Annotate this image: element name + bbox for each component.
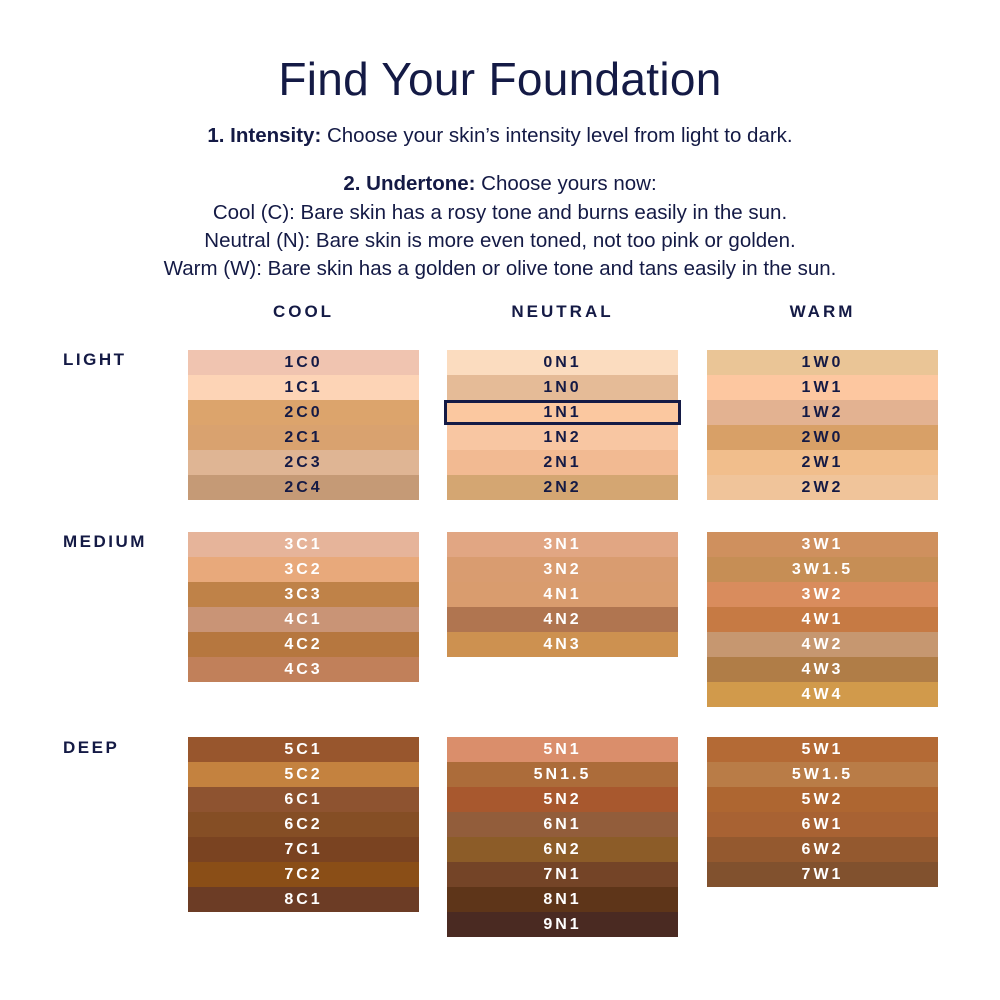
row-header-light: LIGHT [63, 350, 127, 369]
shade-swatch-6W1[interactable]: 6W1 [707, 812, 938, 837]
shade-swatch-0N1[interactable]: 0N1 [447, 350, 678, 375]
medium-cool-shades: 3C1 3C2 3C3 4C1 4C2 4C3 [188, 532, 419, 682]
shade-swatch-3W1.5[interactable]: 3W1.5 [707, 557, 938, 582]
shade-swatch-6N1[interactable]: 6N1 [447, 812, 678, 837]
shade-swatch-5N2[interactable]: 5N2 [447, 787, 678, 812]
shade-swatch-3C3[interactable]: 3C3 [188, 582, 419, 607]
shade-swatch-4N3[interactable]: 4N3 [447, 632, 678, 657]
medium-neutral-shades: 3N1 3N2 4N1 4N2 4N3 [447, 532, 678, 657]
shade-swatch-2C3[interactable]: 2C3 [188, 450, 419, 475]
shade-swatch-3N1[interactable]: 3N1 [447, 532, 678, 557]
shade-swatch-2C4[interactable]: 2C4 [188, 475, 419, 500]
shade-swatch-5C2[interactable]: 5C2 [188, 762, 419, 787]
shade-swatch-4C1[interactable]: 4C1 [188, 607, 419, 632]
step-intensity-label: 1. Intensity: [207, 124, 322, 147]
shade-swatch-1N0[interactable]: 1N0 [447, 375, 678, 400]
shade-swatch-2N1[interactable]: 2N1 [447, 450, 678, 475]
shade-swatch-7N1[interactable]: 7N1 [447, 862, 678, 887]
shade-swatch-1N1[interactable]: 1N1 [444, 400, 681, 425]
shade-swatch-5W1[interactable]: 5W1 [707, 737, 938, 762]
light-cool-shades: 1C0 1C1 2C0 2C1 2C3 2C4 [188, 350, 419, 500]
shade-swatch-3W2[interactable]: 3W2 [707, 582, 938, 607]
shade-swatch-1C0[interactable]: 1C0 [188, 350, 419, 375]
shade-swatch-8N1[interactable]: 8N1 [447, 887, 678, 912]
step-intensity-text: Choose your skin’s intensity level from … [321, 124, 793, 147]
column-header-warm: WARM [789, 302, 856, 321]
undertone-cool-desc: Cool (C): Bare skin has a rosy tone and … [212, 201, 788, 224]
step-undertone-label: 2. Undertone: [343, 172, 476, 195]
shade-swatch-1W2[interactable]: 1W2 [707, 400, 938, 425]
shade-swatch-5C1[interactable]: 5C1 [188, 737, 419, 762]
shade-swatch-1N2[interactable]: 1N2 [447, 425, 678, 450]
shade-swatch-2W2[interactable]: 2W2 [707, 475, 938, 500]
light-neutral-shades: 0N1 1N0 1N1 1N2 2N1 2N2 [444, 350, 681, 500]
shade-swatch-3W1[interactable]: 3W1 [707, 532, 938, 557]
deep-cool-shades: 5C1 5C2 6C1 6C2 7C1 7C2 8C1 [188, 737, 419, 912]
shade-swatch-2C1[interactable]: 2C1 [188, 425, 419, 450]
shade-swatch-6N2[interactable]: 6N2 [447, 837, 678, 862]
column-header-cool: COOL [272, 302, 335, 321]
shade-swatch-4W2[interactable]: 4W2 [707, 632, 938, 657]
shade-swatch-5N1[interactable]: 5N1 [447, 737, 678, 762]
shade-swatch-6W2[interactable]: 6W2 [707, 837, 938, 862]
shade-swatch-5N1.5[interactable]: 5N1.5 [447, 762, 678, 787]
step-intensity: 1. Intensity: Choose your skin’s intensi… [0, 124, 1000, 148]
shade-swatch-4W4[interactable]: 4W4 [707, 682, 938, 707]
shade-swatch-6C1[interactable]: 6C1 [188, 787, 419, 812]
shade-swatch-4W3[interactable]: 4W3 [707, 657, 938, 682]
shade-swatch-1C1[interactable]: 1C1 [188, 375, 419, 400]
shade-swatch-7W1[interactable]: 7W1 [707, 862, 938, 887]
shade-swatch-5W1.5[interactable]: 5W1.5 [707, 762, 938, 787]
shade-swatch-2W1[interactable]: 2W1 [707, 450, 938, 475]
shade-swatch-1W0[interactable]: 1W0 [707, 350, 938, 375]
deep-neutral-shades: 5N1 5N1.5 5N2 6N1 6N2 7N1 8N1 9N1 [447, 737, 678, 937]
shade-swatch-3C2[interactable]: 3C2 [188, 557, 419, 582]
step-undertone: 2. Undertone: Choose yours now: [0, 172, 1000, 196]
undertone-warm-desc: Warm (W): Bare skin has a golden or oliv… [163, 257, 837, 280]
shade-swatch-4N1[interactable]: 4N1 [447, 582, 678, 607]
undertone-neutral-desc: Neutral (N): Bare skin is more even tone… [204, 229, 796, 252]
shade-swatch-9N1[interactable]: 9N1 [447, 912, 678, 937]
shade-swatch-4N2[interactable]: 4N2 [447, 607, 678, 632]
page-title: Find Your Foundation [278, 53, 722, 105]
shade-swatch-2W0[interactable]: 2W0 [707, 425, 938, 450]
shade-swatch-6C2[interactable]: 6C2 [188, 812, 419, 837]
light-warm-shades: 1W0 1W1 1W2 2W0 2W1 2W2 [707, 350, 938, 500]
step-undertone-text: Choose yours now: [475, 172, 657, 195]
shade-swatch-3N2[interactable]: 3N2 [447, 557, 678, 582]
column-header-neutral: NEUTRAL [511, 302, 614, 321]
deep-warm-shades: 5W1 5W1.5 5W2 6W1 6W2 7W1 [707, 737, 938, 887]
shade-swatch-4C2[interactable]: 4C2 [188, 632, 419, 657]
shade-swatch-4W1[interactable]: 4W1 [707, 607, 938, 632]
row-header-medium: MEDIUM [63, 532, 147, 551]
medium-warm-shades: 3W1 3W1.5 3W2 4W1 4W2 4W3 4W4 [707, 532, 938, 707]
shade-swatch-4C3[interactable]: 4C3 [188, 657, 419, 682]
row-header-deep: DEEP [63, 738, 120, 757]
shade-swatch-8C1[interactable]: 8C1 [188, 887, 419, 912]
shade-swatch-7C2[interactable]: 7C2 [188, 862, 419, 887]
shade-swatch-2C0[interactable]: 2C0 [188, 400, 419, 425]
shade-swatch-2N2[interactable]: 2N2 [447, 475, 678, 500]
shade-swatch-1W1[interactable]: 1W1 [707, 375, 938, 400]
shade-swatch-3C1[interactable]: 3C1 [188, 532, 419, 557]
shade-swatch-7C1[interactable]: 7C1 [188, 837, 419, 862]
shade-swatch-5W2[interactable]: 5W2 [707, 787, 938, 812]
